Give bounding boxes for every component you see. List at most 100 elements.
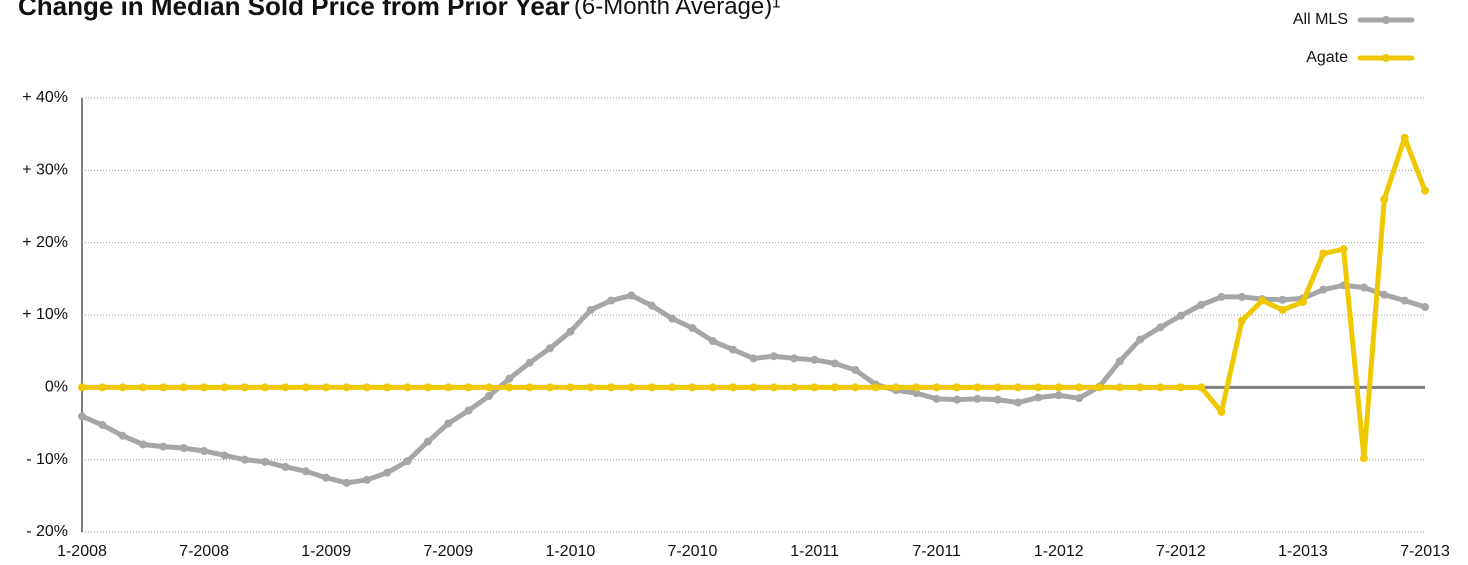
series-point: [830, 359, 839, 368]
series-point: [240, 383, 249, 392]
series-point: [851, 383, 860, 392]
series-point: [993, 383, 1002, 392]
series-point: [322, 473, 331, 482]
x-tick-label: 1-2010: [545, 543, 595, 560]
series-point: [1095, 383, 1104, 392]
series-point: [546, 383, 555, 392]
x-tick-label: 7-2008: [179, 543, 229, 560]
series-point: [118, 383, 127, 392]
series-point: [566, 327, 575, 336]
series-point: [688, 383, 697, 392]
series-point: [342, 478, 351, 487]
series-point: [1136, 383, 1145, 392]
chart-title: Change in Median Sold Price from Prior Y…: [18, 0, 569, 21]
series-point: [790, 354, 799, 363]
series-point: [484, 392, 493, 401]
series-point: [139, 383, 148, 392]
series-point: [1339, 245, 1348, 254]
series-point: [993, 395, 1002, 404]
series-point: [749, 383, 758, 392]
series-point: [78, 383, 86, 392]
series-point: [566, 383, 575, 392]
series-point: [159, 442, 168, 451]
x-tick-label: 1-2008: [57, 543, 107, 560]
series-point: [1359, 454, 1368, 463]
series-point: [1034, 393, 1043, 402]
x-tick-label: 1-2011: [790, 543, 839, 560]
series-point: [952, 383, 961, 392]
series-point: [1380, 195, 1389, 204]
series-point: [688, 324, 697, 333]
series-point: [647, 301, 656, 310]
series-point: [322, 383, 331, 392]
y-tick-label: + 40%: [22, 89, 68, 106]
series-point: [607, 383, 616, 392]
series-point: [200, 446, 209, 455]
series-point: [1197, 300, 1206, 309]
series-point: [505, 383, 514, 392]
series-point: [871, 383, 880, 392]
series-point: [1278, 305, 1287, 314]
series-point: [342, 383, 351, 392]
series-point: [159, 383, 168, 392]
series-point: [830, 383, 839, 392]
series-point: [1176, 311, 1185, 320]
series-point: [668, 383, 677, 392]
series-point: [1319, 249, 1328, 258]
series-point: [200, 383, 209, 392]
series-point: [1278, 295, 1287, 304]
series-point: [1319, 285, 1328, 294]
chart-title-note: (6-Month Average)¹: [574, 0, 780, 20]
series-point: [403, 457, 412, 466]
series-point: [383, 468, 392, 477]
series-point: [261, 383, 270, 392]
series-point: [973, 383, 982, 392]
series-point: [810, 355, 819, 364]
series-point: [810, 383, 819, 392]
series-point: [98, 420, 107, 429]
series-point: [1156, 383, 1165, 392]
series-point: [1421, 186, 1429, 195]
series-point: [1014, 383, 1023, 392]
series-point: [139, 440, 148, 449]
series-point: [525, 383, 534, 392]
series-point: [627, 383, 636, 392]
series-point: [952, 395, 961, 404]
series-point: [932, 394, 941, 403]
series-point: [1258, 296, 1267, 305]
series-point: [444, 383, 453, 392]
x-tick-label: 7-2013: [1400, 543, 1450, 560]
x-tick-label: 1-2009: [301, 543, 351, 560]
series-point: [1136, 335, 1145, 344]
series-point: [464, 383, 473, 392]
series-point: [220, 451, 229, 460]
series-point: [1217, 407, 1226, 416]
series-point: [1115, 383, 1124, 392]
series-point: [1197, 383, 1206, 392]
legend-label: Agate: [1306, 49, 1348, 66]
series-point: [769, 383, 778, 392]
series-point: [668, 314, 677, 323]
x-tick-label: 7-2012: [1156, 543, 1206, 560]
series-point: [790, 383, 799, 392]
series-point: [525, 358, 534, 367]
series-point: [586, 383, 595, 392]
series-point: [1156, 323, 1165, 332]
y-tick-label: - 20%: [26, 523, 68, 540]
series-point: [708, 337, 717, 346]
series-point: [98, 383, 107, 392]
series-point: [627, 291, 636, 300]
x-tick-label: 7-2010: [668, 543, 718, 560]
y-tick-label: + 20%: [22, 234, 68, 251]
series-point: [1298, 297, 1307, 306]
x-tick-label: 7-2011: [912, 543, 961, 560]
series-point: [484, 383, 493, 392]
series-point: [1176, 383, 1185, 392]
series-point: [383, 383, 392, 392]
series-point: [586, 305, 595, 314]
series-point: [423, 383, 432, 392]
series-point: [1237, 292, 1246, 301]
chart-title-group: Change in Median Sold Price from Prior Y…: [18, 0, 780, 21]
series-point: [1054, 383, 1063, 392]
